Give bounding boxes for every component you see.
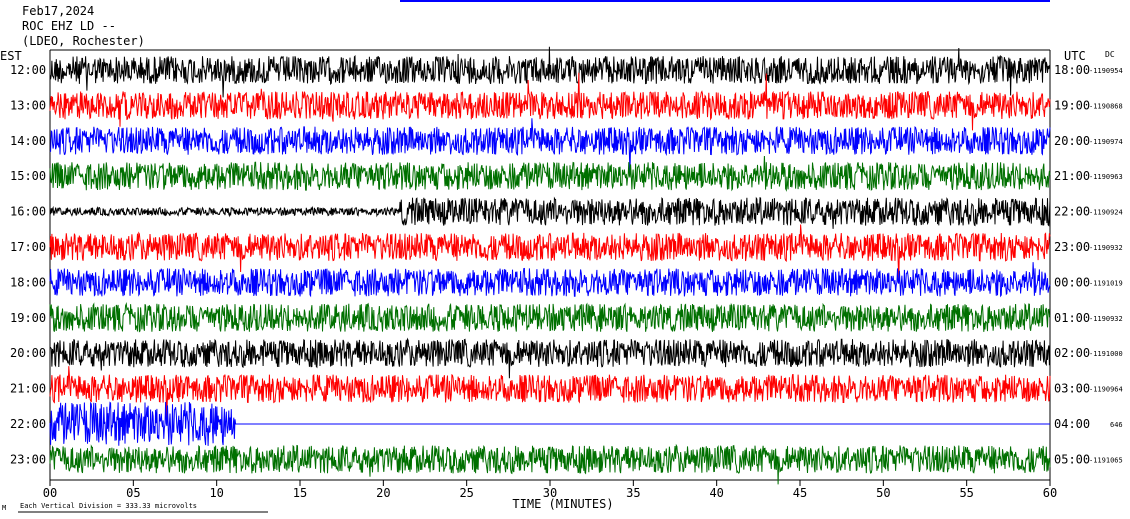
dc-offset-label: -1190974 xyxy=(1089,138,1123,146)
scale-note: Each Vertical Division = 333.33 microvol… xyxy=(20,502,197,510)
utc-tick-label: 19:00 xyxy=(1054,98,1090,112)
est-tick-label: 12:00 xyxy=(10,63,46,77)
dc-offset-label: -1190954 xyxy=(1089,67,1123,75)
x-axis-ticks: 00 05 10 15 20 25 30 35 40 45 50 55 60 xyxy=(43,480,1057,500)
trace-row-1600 xyxy=(49,196,1051,229)
est-tick-label: 16:00 xyxy=(10,205,46,219)
dc-column-label: DC xyxy=(1105,50,1115,59)
trace-row-1300 xyxy=(49,72,1051,131)
trace-row-2300 xyxy=(49,443,1051,485)
x-tick-label: 00 xyxy=(43,486,57,500)
est-tick-label: 19:00 xyxy=(10,311,46,325)
utc-tick-label: 00:00 xyxy=(1054,275,1090,289)
est-tick-label: 18:00 xyxy=(10,275,46,289)
utc-axis-label: UTC xyxy=(1064,49,1086,63)
x-tick-label: 45 xyxy=(793,486,807,500)
dc-offset-label: -1190924 xyxy=(1089,209,1123,217)
x-tick-label: 25 xyxy=(459,486,473,500)
trace-row-1800 xyxy=(49,262,1051,298)
chart-subtitle: (LDEO, Rochester) xyxy=(22,34,145,48)
dc-offset-label: 646 xyxy=(1110,421,1123,429)
chart-title: ROC EHZ LD -- xyxy=(22,19,116,33)
trace-group xyxy=(49,46,1051,485)
trace-row-1700 xyxy=(49,224,1051,281)
dc-offset-label: -1190932 xyxy=(1089,244,1123,252)
x-tick-label: 20 xyxy=(376,486,390,500)
x-tick-label: 10 xyxy=(209,486,223,500)
dc-offset-label: -1191000 xyxy=(1089,350,1123,358)
trace-row-2100 xyxy=(49,366,1051,423)
trace-row-1500 xyxy=(49,155,1051,192)
est-tick-label: 22:00 xyxy=(10,417,46,431)
trace-row-1400 xyxy=(49,118,1051,175)
dc-offset-label: -1190963 xyxy=(1089,173,1123,181)
utc-tick-label: 04:00 xyxy=(1054,417,1090,431)
chart-date: Feb17,2024 xyxy=(22,4,94,18)
dc-offset-label: -1190932 xyxy=(1089,315,1123,323)
footer-corner-mark: M xyxy=(2,504,6,512)
utc-tick-label: 18:00 xyxy=(1054,63,1090,77)
est-tick-label: 14:00 xyxy=(10,134,46,148)
utc-tick-label: 23:00 xyxy=(1054,240,1090,254)
dc-offset-label: -1191065 xyxy=(1089,456,1123,464)
x-tick-label: 35 xyxy=(626,486,640,500)
x-tick-label: 40 xyxy=(709,486,723,500)
trace-row-1900 xyxy=(49,301,1051,333)
utc-tick-label: 02:00 xyxy=(1054,346,1090,360)
est-axis-label: EST xyxy=(0,49,22,63)
x-tick-label: 30 xyxy=(543,486,557,500)
trace-row-2000 xyxy=(49,337,1051,379)
est-tick-label: 23:00 xyxy=(10,452,46,466)
x-tick-label: 05 xyxy=(126,486,140,500)
x-tick-label: 50 xyxy=(876,486,890,500)
utc-tick-label: 20:00 xyxy=(1054,134,1090,148)
trace-row-1200 xyxy=(49,46,1051,98)
x-tick-label: 60 xyxy=(1043,486,1057,500)
utc-tick-label: 03:00 xyxy=(1054,382,1090,396)
utc-tick-label: 05:00 xyxy=(1054,452,1090,466)
dc-offset-label: -1190964 xyxy=(1089,386,1123,394)
est-tick-label: 15:00 xyxy=(10,169,46,183)
utc-tick-label: 22:00 xyxy=(1054,205,1090,219)
utc-tick-label: 21:00 xyxy=(1054,169,1090,183)
est-tick-label: 20:00 xyxy=(10,346,46,360)
trace-row-2200 xyxy=(49,401,1050,446)
est-tick-label: 21:00 xyxy=(10,382,46,396)
x-axis-title: TIME (MINUTES) xyxy=(512,497,613,511)
est-tick-label: 13:00 xyxy=(10,98,46,112)
est-tick-label: 17:00 xyxy=(10,240,46,254)
x-tick-label: 15 xyxy=(293,486,307,500)
x-tick-label: 55 xyxy=(959,486,973,500)
dc-offset-label: -1190868 xyxy=(1089,102,1123,110)
utc-tick-label: 01:00 xyxy=(1054,311,1090,325)
dc-offset-label: -1191019 xyxy=(1089,279,1123,287)
